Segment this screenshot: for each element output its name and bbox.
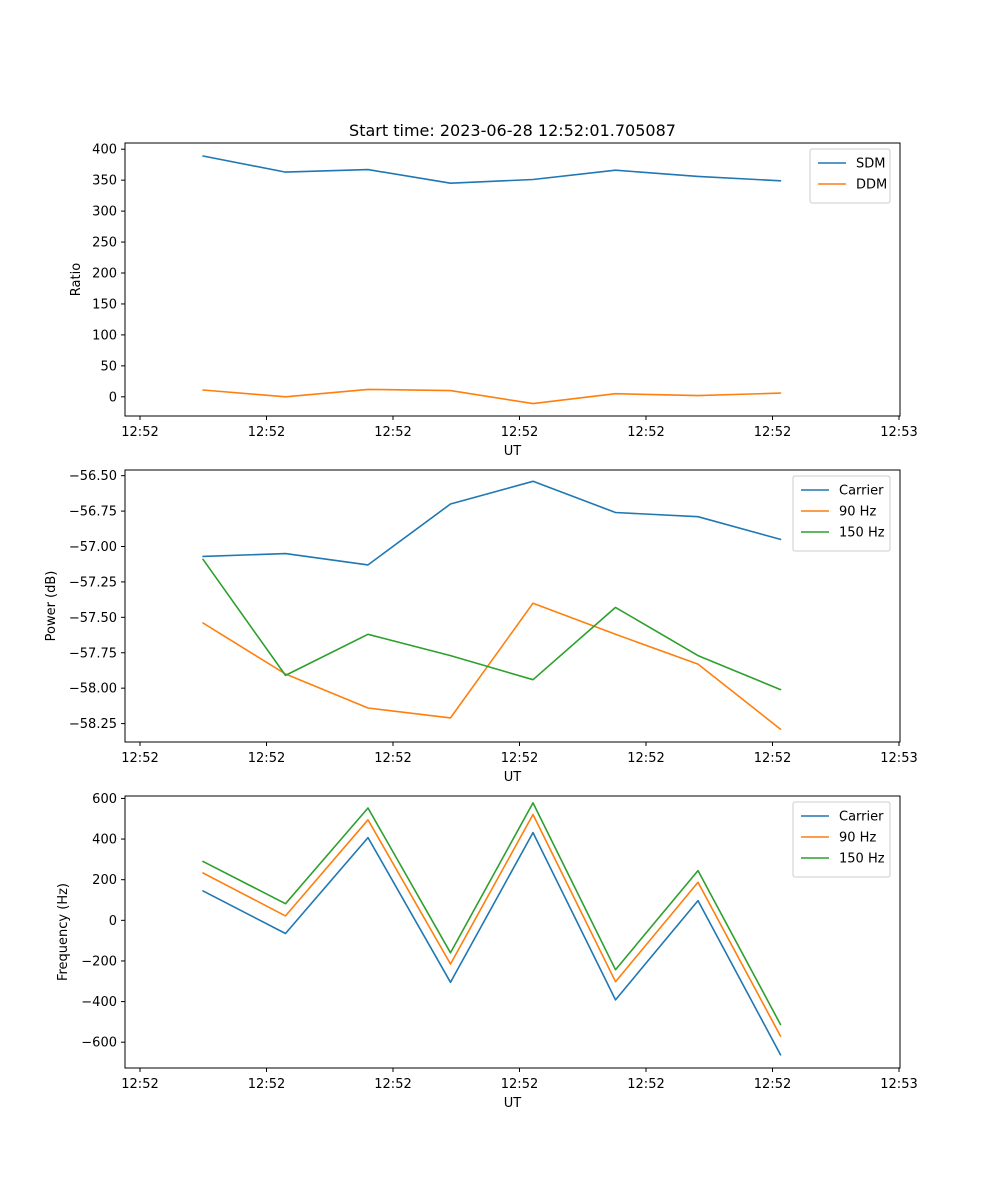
panels: 12:52 12:52 12:52 12:52 12:52 12:52 12:53 0 50 10… <box>44 142 918 1111</box>
y-tick-label: −58.25 <box>69 717 117 732</box>
legend: Carrier 90 Hz 150 Hz <box>792 801 891 878</box>
x-tick-label: 12:52 <box>248 751 285 766</box>
legend-entry-label: SDM <box>856 157 885 172</box>
y-tick-label: −57.50 <box>69 611 117 626</box>
x-tick-label: 12:52 <box>121 751 158 766</box>
legend: SDM DDM <box>809 148 891 204</box>
y-axis-label: Power (dB) <box>44 571 59 642</box>
y-tick-label: 200 <box>92 873 117 888</box>
series-line-sdm <box>202 155 782 184</box>
legend-entry-label: 150 Hz <box>839 852 885 867</box>
y-tick-label: 400 <box>92 833 117 848</box>
x-tick-label: 12:52 <box>754 751 791 766</box>
figure-title: Start time: 2023-06-28 12:52:01.705087 <box>349 121 676 140</box>
panel-3: 12:52 12:52 12:52 12:52 12:52 12:52 12:53 −600 −… <box>56 792 918 1111</box>
panel-1: 12:52 12:52 12:52 12:52 12:52 12:52 12:53 0 50 10… <box>69 142 918 459</box>
y-tick-label: 200 <box>92 267 117 282</box>
series-line-90-hz <box>202 602 782 731</box>
x-tick-label: 12:52 <box>501 751 538 766</box>
series-line-carrier <box>202 831 782 1056</box>
axes-frame <box>124 795 901 1069</box>
y-tick-label: −56.75 <box>69 505 117 520</box>
axes-frame <box>124 469 901 743</box>
legend-entry-label: DDM <box>856 178 887 193</box>
legend-entry-label: 90 Hz <box>839 831 876 846</box>
legend-entry-label: Carrier <box>839 484 884 499</box>
x-axis-label: UT <box>504 770 522 785</box>
x-tick-label: 12:52 <box>627 425 664 440</box>
series-line-90-hz <box>202 813 782 1037</box>
y-tick-label: 100 <box>92 328 117 343</box>
series-line-150-hz <box>202 558 782 691</box>
x-tick-label: 12:52 <box>501 1077 538 1092</box>
x-tick-label: 12:52 <box>248 425 285 440</box>
y-tick-label: 0 <box>109 390 117 405</box>
y-axis-label: Frequency (Hz) <box>56 883 71 981</box>
series-line-150-hz <box>202 802 782 1026</box>
y-tick-label: −58.00 <box>69 682 117 697</box>
y-tick-label: 50 <box>100 359 117 374</box>
y-tick-label: −57.00 <box>69 540 117 555</box>
y-tick-label: 600 <box>92 792 117 807</box>
y-tick-label: −57.25 <box>69 575 117 590</box>
legend: Carrier 90 Hz 150 Hz <box>792 475 891 552</box>
x-tick-label: 12:52 <box>248 1077 285 1092</box>
y-tick-label: −56.50 <box>69 469 117 484</box>
y-tick-label: −200 <box>81 954 117 969</box>
x-tick-label: 12:52 <box>627 1077 664 1092</box>
x-tick-label: 12:52 <box>374 425 411 440</box>
x-tick-label: 12:52 <box>121 425 158 440</box>
series-line-carrier <box>202 480 782 566</box>
y-tick-label: 300 <box>92 205 117 220</box>
y-axis-label: Ratio <box>69 263 84 296</box>
x-tick-label: 12:52 <box>754 1077 791 1092</box>
y-tick-label: 150 <box>92 297 117 312</box>
x-axis-label: UT <box>504 1096 522 1111</box>
y-tick-label: 0 <box>109 914 117 929</box>
y-tick-label: 400 <box>92 143 117 158</box>
x-axis-label: UT <box>504 444 522 459</box>
y-tick-label: 250 <box>92 236 117 251</box>
x-tick-label: 12:53 <box>880 425 917 440</box>
x-tick-label: 12:53 <box>880 751 917 766</box>
legend-entry-label: Carrier <box>839 810 884 825</box>
x-tick-label: 12:53 <box>880 1077 917 1092</box>
legend-entry-label: 150 Hz <box>839 526 885 541</box>
x-tick-label: 12:52 <box>627 751 664 766</box>
series-line-ddm <box>202 388 782 405</box>
legend-entry-label: 90 Hz <box>839 505 876 520</box>
x-tick-label: 12:52 <box>121 1077 158 1092</box>
x-tick-label: 12:52 <box>754 425 791 440</box>
y-tick-label: −57.75 <box>69 646 117 661</box>
panel-2: 12:52 12:52 12:52 12:52 12:52 12:52 12:53 −56.5… <box>44 469 918 785</box>
x-tick-label: 12:52 <box>501 425 538 440</box>
y-tick-label: 350 <box>92 174 117 189</box>
x-tick-label: 12:52 <box>374 1077 411 1092</box>
y-tick-label: −600 <box>81 1036 117 1051</box>
axes-frame <box>124 142 901 417</box>
y-tick-label: −400 <box>81 995 117 1010</box>
x-tick-label: 12:52 <box>374 751 411 766</box>
